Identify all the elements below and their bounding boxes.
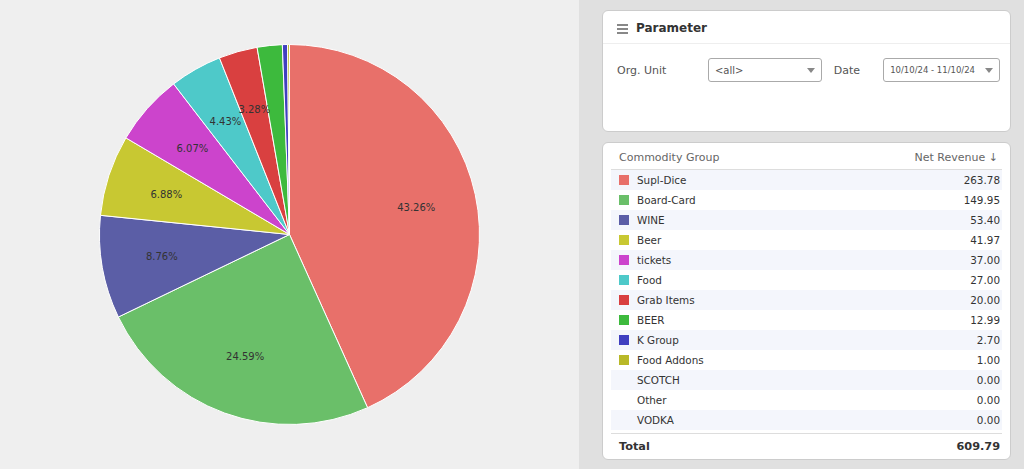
html-text:12.99: 12.99 bbox=[970, 314, 1000, 326]
svg-text:3.28%: 3.28% bbox=[238, 104, 270, 115]
html-text:Commodity Group: Commodity Group bbox=[619, 151, 720, 164]
svg-text:6.07%: 6.07% bbox=[176, 143, 208, 154]
svg-text:24.59%: 24.59% bbox=[226, 351, 264, 362]
html-text:WINE: WINE bbox=[637, 214, 665, 226]
svg-text:43.26%: 43.26% bbox=[397, 202, 435, 213]
html-text:149.95: 149.95 bbox=[963, 194, 1000, 206]
html-text:2.70: 2.70 bbox=[976, 334, 1000, 346]
html-text:609.79: 609.79 bbox=[956, 440, 1000, 453]
html-text:0.00: 0.00 bbox=[976, 394, 1000, 406]
html-text:BEER: BEER bbox=[637, 314, 665, 326]
html-text:VODKA: VODKA bbox=[637, 414, 674, 426]
html-text:K Group: K Group bbox=[637, 334, 679, 346]
html-text:Date: Date bbox=[833, 63, 861, 77]
html-text:Beer: Beer bbox=[637, 234, 662, 246]
html-text:263.78: 263.78 bbox=[963, 174, 1000, 186]
svg-text:4.43%: 4.43% bbox=[210, 116, 242, 127]
svg-text:6.88%: 6.88% bbox=[150, 189, 182, 200]
html-text:0.00: 0.00 bbox=[976, 414, 1000, 426]
html-text:37.00: 37.00 bbox=[970, 254, 1000, 266]
html-text:1.00: 1.00 bbox=[976, 354, 1000, 366]
html-text:Parameter: Parameter bbox=[636, 21, 707, 35]
html-text:Supl-Dice: Supl-Dice bbox=[637, 174, 687, 186]
html-text:Board-Card: Board-Card bbox=[637, 194, 696, 206]
html-text:Grab Items: Grab Items bbox=[637, 294, 695, 306]
html-text:53.40: 53.40 bbox=[970, 214, 1000, 226]
html-text:Net Revenue ↓: Net Revenue ↓ bbox=[914, 151, 998, 164]
html-text:41.97: 41.97 bbox=[970, 234, 1000, 246]
html-text:Food: Food bbox=[637, 274, 662, 286]
html-text:10/10/24 - 11/10/24: 10/10/24 - 11/10/24 bbox=[890, 65, 975, 75]
html-text:SCOTCH: SCOTCH bbox=[637, 374, 680, 386]
svg-text:8.76%: 8.76% bbox=[146, 251, 178, 262]
html-text:27.00: 27.00 bbox=[970, 274, 1000, 286]
html-text:Total: Total bbox=[619, 440, 650, 453]
html-text:0.00: 0.00 bbox=[976, 374, 1000, 386]
html-text:<all>: <all> bbox=[714, 64, 744, 76]
html-text:Food Addons: Food Addons bbox=[637, 354, 704, 366]
html-text:20.00: 20.00 bbox=[970, 294, 1000, 306]
html-text:Org. Unit: Org. Unit bbox=[617, 63, 667, 77]
html-text:Other: Other bbox=[637, 394, 667, 406]
html-text:tickets: tickets bbox=[637, 254, 672, 266]
